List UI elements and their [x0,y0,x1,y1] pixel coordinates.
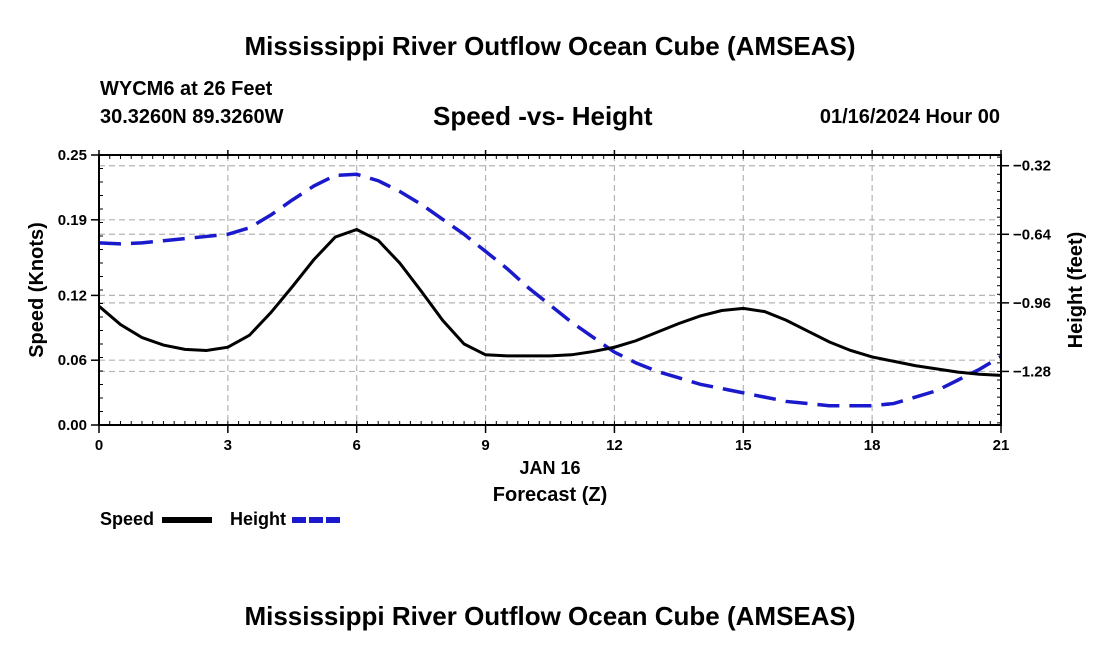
x-axis: 0 3 6 9 12 15 18 21 [95,150,1010,454]
y-right-tick-label: −1.28 [1013,363,1051,380]
y-left-tick-label: 0.12 [58,287,87,304]
station-label: WYCM6 at 26 Feet [100,78,273,100]
x-tick-label: 0 [95,437,103,454]
station-coordinates: 30.3260N 89.3260W [100,106,284,128]
x-axis-date-label: JAN 16 [519,458,580,478]
x-axis-title: Forecast (Z) [493,484,607,506]
speed-series-line [98,227,1002,377]
plot-frame [98,154,1002,426]
x-tick-label: 21 [993,437,1010,454]
x-tick-label: 6 [353,437,361,454]
x-tick-label: 9 [481,437,489,454]
y-left-tick-label: 0.00 [58,417,87,434]
y-right-tick-label: −0.96 [1013,295,1051,312]
grid [99,155,1001,425]
footer-title: Mississippi River Outflow Ocean Cube (AM… [244,601,856,631]
series-layer [98,172,1002,408]
x-tick-label: 15 [735,437,752,454]
legend-height-label: Height [230,509,286,529]
figure-title: Mississippi River Outflow Ocean Cube (AM… [244,31,856,61]
x-tick-label: 3 [224,437,232,454]
legend-speed-label: Speed [100,509,155,529]
x-tick-label: 18 [864,437,881,454]
y-right-tick-label: −0.32 [1013,158,1051,175]
x-tick-label: 12 [606,437,623,454]
chart-subtitle: Speed -vs- Height [433,101,653,131]
y-left-tick-label: 0.06 [58,352,87,369]
y-axis-left-title: Speed (Knots) [26,222,48,358]
y-axis-left: 0.00 0.06 0.12 0.19 0.25 [58,147,99,434]
y-axis-right-title: Height (feet) [1065,232,1087,349]
height-series-line [98,172,1002,408]
minor-ticks [98,154,1002,426]
y-left-tick-label: 0.25 [58,147,87,164]
forecast-datetime: 01/16/2024 Hour 00 [819,106,1000,128]
y-left-tick-label: 0.19 [58,212,87,229]
y-axis-right: −0.32 −0.64 −0.96 −1.28 [1001,158,1052,380]
y-right-tick-label: −0.64 [1013,226,1052,243]
